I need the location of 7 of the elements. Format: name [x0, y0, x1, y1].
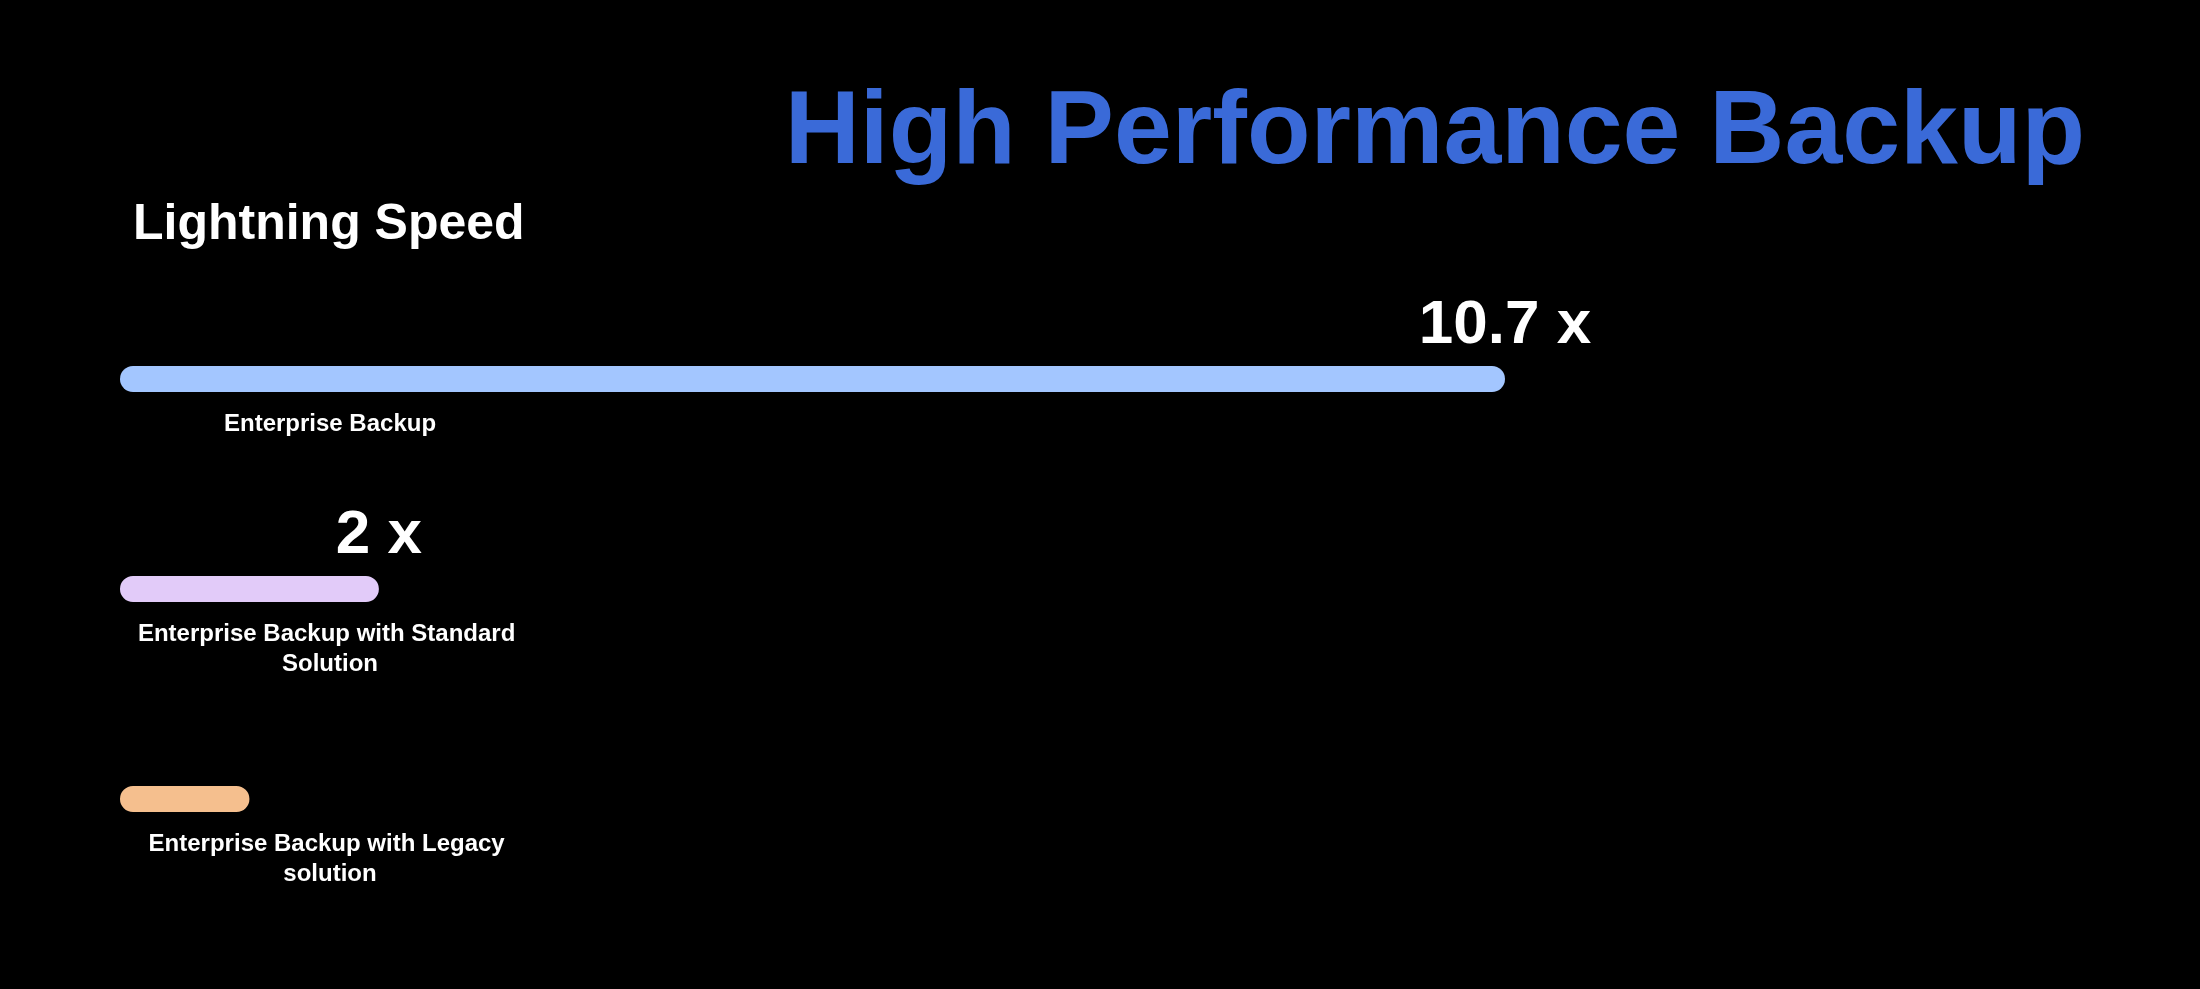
y-tick-label: Enterprise Backup with Legacy solution	[148, 828, 512, 886]
y-tick-label: Enterprise Backup with Standard Solution	[137, 618, 523, 676]
data-label: 2 x	[335, 496, 423, 566]
chart-title: High Performance Backup	[784, 69, 2085, 185]
data-label: 10.7 x	[1418, 286, 1592, 356]
y-tick-label: Enterprise Backup	[223, 408, 437, 436]
chart-subtitle: Lightning Speed	[133, 194, 525, 250]
